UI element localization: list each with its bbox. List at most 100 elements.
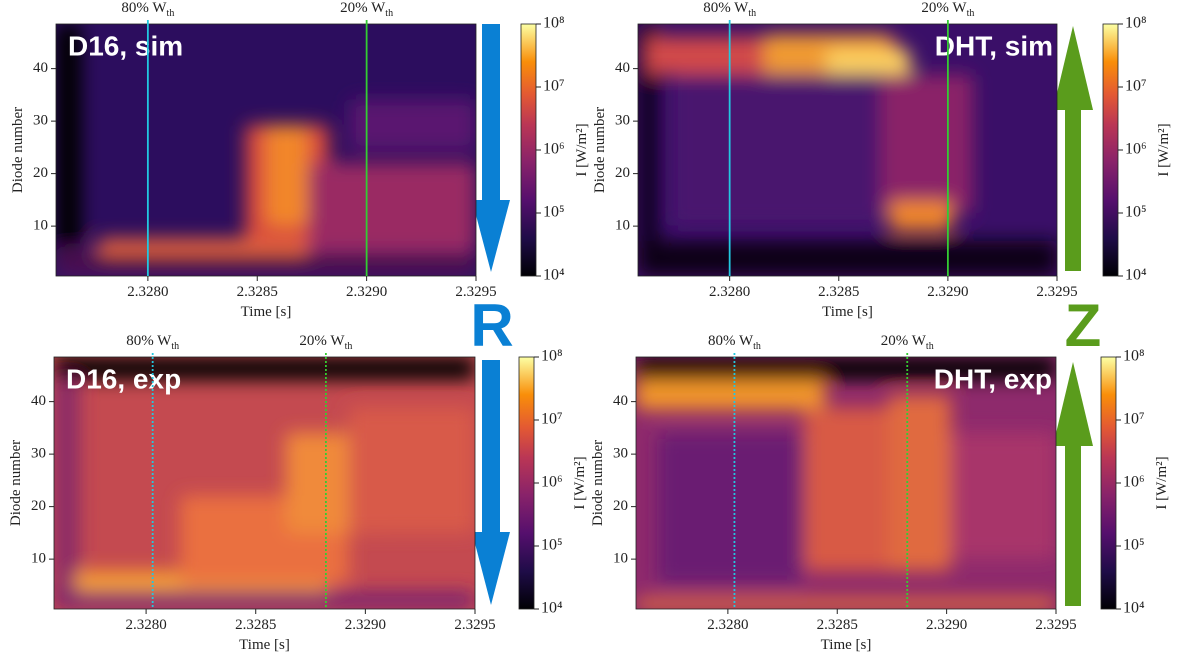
y-axis-label: Diode number (8, 440, 24, 526)
colorbar-tick-label: 10⁶ (1125, 141, 1147, 158)
y-tick-label: 10 (33, 218, 48, 234)
threshold-label: 80% Wth (703, 0, 756, 19)
heatmap-region (638, 24, 659, 276)
heatmap-region (671, 74, 882, 226)
x-axis-label: Time [s] (241, 304, 292, 320)
threshold-label: 80% Wth (126, 333, 179, 352)
threshold-label-subscript: th (385, 8, 393, 19)
heatmap-region (350, 99, 476, 150)
heatmap-region (54, 379, 80, 607)
heatmap-texture (638, 24, 1057, 276)
colorbar-tick-label: 10⁵ (1123, 537, 1145, 554)
x-axis-label: Time [s] (239, 637, 290, 653)
heatmap-texture (636, 357, 1056, 609)
heatmap (638, 24, 1057, 276)
x-tick-label: 2.3285 (818, 284, 859, 300)
plot-frame (635, 356, 1057, 610)
heatmap-region (951, 432, 1056, 559)
panel-title: DHT, exp (934, 363, 1052, 394)
x-tick-label: 2.3295 (455, 284, 496, 300)
colorbar-tick-label: 10⁵ (1125, 204, 1147, 221)
heatmap-region (636, 357, 1056, 380)
y-tick-label: 40 (33, 60, 48, 76)
threshold-label-subscript: th (171, 341, 179, 352)
x-tick-label: 2.3285 (817, 617, 858, 633)
colorbar-tick-label: 10⁸ (541, 348, 563, 365)
y-tick-label: 30 (33, 113, 48, 129)
colorbar-tick-label: 10⁴ (1125, 267, 1147, 284)
y-tick-label: 40 (31, 393, 46, 409)
x-tick-label: 2.3290 (927, 284, 968, 300)
heatmap-region (54, 591, 475, 609)
colorbar-tick-label: 10⁶ (543, 141, 565, 158)
y-axis-label: Diode number (592, 107, 608, 193)
colorbar-tick-label: 10⁵ (543, 204, 565, 221)
x-tick-label: 2.3295 (454, 617, 495, 633)
radial-arrow (472, 24, 510, 605)
vertical-arrow (1053, 26, 1093, 606)
colorbar-tick-label: 10⁶ (1123, 474, 1145, 491)
colorbar (518, 356, 535, 610)
plot-frame (55, 23, 477, 277)
x-tick-label: 2.3290 (926, 617, 967, 633)
threshold-label-text: 20% W (921, 0, 967, 16)
x-tick-label: 2.3285 (237, 284, 278, 300)
heatmap-region (56, 258, 476, 269)
threshold-label: 80% Wth (121, 0, 174, 19)
y-tick-label: 10 (31, 551, 46, 567)
heatmap-region (266, 124, 308, 226)
threshold-label: 20% Wth (340, 0, 393, 19)
plot-frame (53, 356, 476, 610)
colorbar-tick-label: 10⁸ (543, 15, 565, 32)
heatmap (636, 357, 1056, 609)
x-tick-label: 2.3290 (345, 617, 386, 633)
threshold-label-text: 20% W (340, 0, 386, 16)
heatmap-texture (54, 357, 475, 609)
x-axis-label: Time [s] (822, 304, 873, 320)
threshold-label: 20% Wth (921, 0, 974, 19)
colorbar-tick-label: 10⁴ (1123, 600, 1145, 617)
heatmap (54, 357, 475, 609)
y-tick-label: 30 (31, 446, 46, 462)
threshold-label-text: 20% W (299, 333, 345, 349)
colorbar-tick-label: 10⁸ (1123, 348, 1145, 365)
y-tick-label: 20 (613, 498, 628, 514)
colorbar (1100, 356, 1117, 610)
colorbar-tick-label: 10⁴ (541, 600, 563, 617)
y-tick-label: 10 (615, 218, 630, 234)
y-tick-label: 10 (613, 551, 628, 567)
threshold-label-subscript: th (967, 8, 975, 19)
heatmap-region (638, 240, 1057, 276)
x-tick-label: 2.3295 (1035, 617, 1076, 633)
heatmap-region (308, 162, 476, 251)
heatmap-region (56, 24, 82, 276)
colorbar-tick-label: 10⁷ (1125, 78, 1147, 95)
heatmap-region (888, 394, 951, 572)
y-axis-label: Diode number (10, 107, 26, 193)
y-tick-label: 30 (615, 113, 630, 129)
x-tick-label: 2.3295 (1036, 284, 1077, 300)
colorbar-tick-label: 10⁷ (541, 411, 563, 428)
heatmap-region (804, 407, 909, 572)
heatmap-region (348, 407, 475, 534)
x-tick-label: 2.3285 (235, 617, 276, 633)
colorbar-tick-label: 10⁸ (1125, 15, 1147, 32)
y-tick-label: 20 (31, 498, 46, 514)
x-tick-label: 2.3280 (125, 617, 166, 633)
threshold-label-subscript: th (167, 8, 175, 19)
colorbar-label: I [W/m²] (1154, 456, 1170, 509)
y-tick-label: 40 (613, 393, 628, 409)
panel-title: D16, sim (68, 30, 183, 61)
colorbar-label: I [W/m²] (574, 123, 590, 176)
x-axis-label: Time [s] (821, 637, 872, 653)
y-tick-label: 20 (33, 165, 48, 181)
colorbar-tick-label: 10⁶ (541, 474, 563, 491)
colorbar-label: I [W/m²] (1156, 123, 1172, 176)
heatmap (56, 24, 476, 276)
colorbar-tick-label: 10⁵ (541, 537, 563, 554)
arrow-label: Z (1065, 292, 1102, 359)
heatmap-region (636, 598, 1056, 609)
panel-title: DHT, sim (935, 30, 1053, 61)
threshold-label-text: 80% W (703, 0, 749, 16)
